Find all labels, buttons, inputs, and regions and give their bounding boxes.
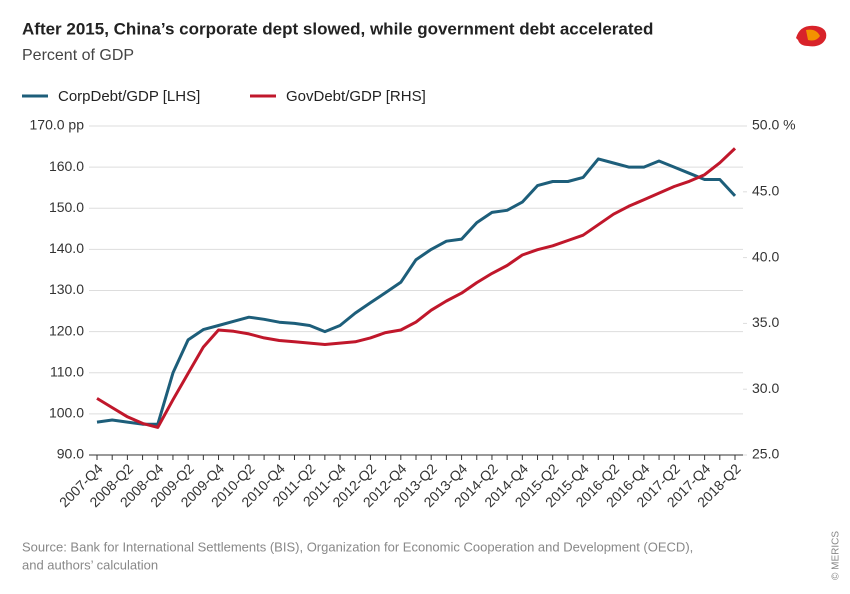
y-tick-label: 130.0: [49, 281, 84, 297]
logo: [796, 25, 827, 47]
source: and authors’ calculation: [22, 557, 158, 572]
chart-title: After 2015, China’s corporate dept slowe…: [22, 19, 653, 38]
y2-tick-label: 25.0: [752, 446, 779, 462]
y-tick-label: 90.0: [57, 446, 84, 462]
line-series: [96, 147, 737, 429]
y-tick-label: 150.0: [49, 199, 84, 215]
y-tick-label: 140.0: [49, 240, 84, 256]
legend-label: CorpDebt/GDP [LHS]: [58, 88, 200, 105]
credit: © MERICS: [831, 531, 842, 580]
y2-tick-label: 45.0: [752, 183, 779, 199]
y2-tick-label: 40.0: [752, 248, 779, 264]
source: Source: Bank for International Settlemen…: [22, 539, 693, 554]
chart-subtitle: Percent of GDP: [22, 47, 134, 64]
y-tick-label: 110.0: [50, 363, 84, 379]
y-tick-label: 100.0: [49, 405, 84, 421]
y-tick-label: 120.0: [49, 322, 84, 338]
y2-tick-label: 50.0 %: [752, 117, 796, 133]
line-series: [96, 157, 737, 426]
y2-tick-label: 35.0: [752, 314, 779, 330]
y2-tick-label: 30.0: [752, 380, 779, 396]
legend-label: GovDebt/GDP [RHS]: [286, 88, 426, 105]
y-tick-label: 160.0: [49, 158, 84, 174]
y-tick-label: 170.0 pp: [30, 117, 85, 133]
